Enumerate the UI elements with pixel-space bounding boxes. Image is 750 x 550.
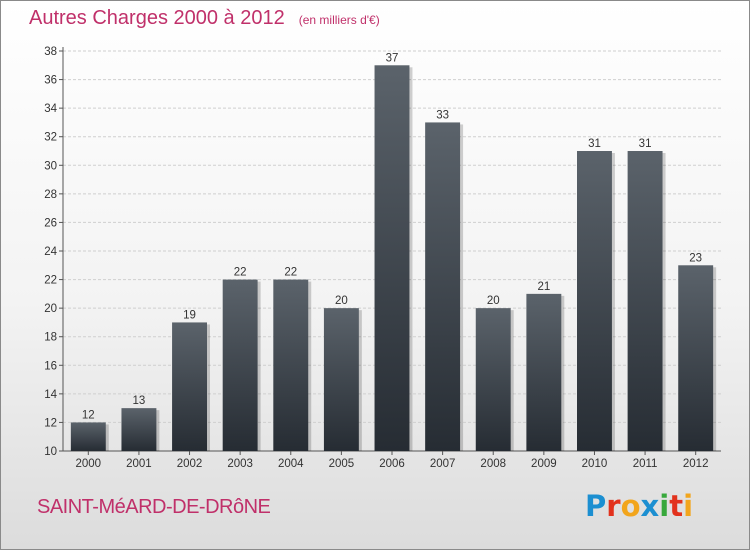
x-tick-label: 2002 [177, 458, 203, 470]
y-tick-label: 16 [44, 360, 57, 372]
y-tick-label: 34 [44, 103, 57, 115]
y-tick-label: 18 [44, 332, 57, 344]
data-label: 23 [689, 252, 702, 264]
y-tick-label: 14 [44, 389, 57, 401]
y-tick-label: 32 [44, 132, 57, 144]
bar [627, 151, 663, 451]
chart-title: Autres Charges 2000 à 2012 (en milliers d… [29, 7, 380, 30]
proxiti-logo: Proxiti [585, 489, 693, 523]
bar [425, 122, 461, 451]
bar [172, 322, 208, 451]
data-label: 20 [335, 295, 348, 307]
x-tick-label: 2005 [329, 458, 355, 470]
bar [678, 265, 714, 451]
x-tick-label: 2003 [227, 458, 253, 470]
data-label: 37 [386, 52, 399, 64]
data-label: 19 [183, 309, 196, 321]
bar [475, 308, 511, 451]
bar [222, 279, 258, 451]
data-label: 20 [487, 295, 500, 307]
data-label: 12 [82, 409, 95, 421]
y-tick-label: 38 [44, 46, 57, 58]
data-label: 22 [234, 267, 247, 279]
x-tick-label: 2011 [633, 458, 658, 470]
y-tick-label: 22 [44, 275, 57, 287]
logo-letter: t [669, 489, 684, 523]
y-tick-label: 10 [44, 446, 57, 458]
logo-letter: x [640, 489, 660, 523]
logo-letter: i [683, 489, 694, 523]
chart-title-text: Autres Charges 2000 à 2012 [29, 7, 285, 29]
bar [121, 408, 157, 451]
x-tick-label: 2006 [379, 458, 405, 470]
x-tick-label: 2008 [480, 458, 506, 470]
x-tick-label: 2000 [76, 458, 102, 470]
bar [374, 65, 410, 452]
city-name: SAINT-MéARD-DE-DRôNE [37, 496, 271, 518]
chart-subtitle: (en milliers d'€) [298, 13, 380, 27]
y-tick-label: 24 [44, 246, 57, 258]
y-tick-label: 26 [44, 217, 57, 229]
bar [323, 308, 359, 451]
logo-letter: P [585, 489, 607, 523]
x-tick-label: 2010 [582, 458, 608, 470]
x-tick-label: 2009 [531, 458, 557, 470]
logo-letter: i [659, 489, 670, 523]
data-label: 31 [639, 138, 652, 150]
y-tick-label: 36 [44, 75, 57, 87]
data-label: 33 [436, 109, 449, 121]
bar [273, 279, 309, 451]
data-label: 21 [537, 281, 550, 293]
y-tick-label: 28 [44, 189, 57, 201]
x-tick-label: 2007 [430, 458, 456, 470]
data-label: 13 [133, 395, 146, 407]
y-tick-label: 30 [44, 160, 57, 172]
bar [526, 293, 562, 451]
logo-letter: o [620, 489, 641, 523]
x-tick-label: 2012 [683, 458, 709, 470]
bar [576, 151, 612, 451]
data-label: 22 [284, 267, 297, 279]
logo-letter: r [606, 489, 621, 523]
data-label: 31 [588, 138, 601, 150]
y-tick-label: 12 [44, 417, 57, 429]
x-tick-label: 2001 [126, 458, 152, 470]
y-tick-label: 20 [44, 303, 57, 315]
x-tick-label: 2004 [278, 458, 304, 470]
bar [70, 422, 106, 451]
